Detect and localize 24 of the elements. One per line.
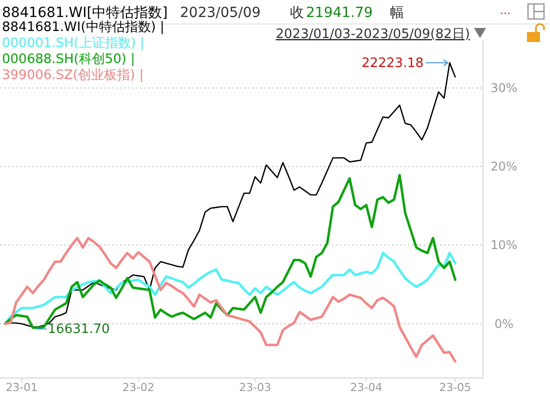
text: 399006.SZ(创业板指) | <box>2 68 144 83</box>
text: 21941.79 <box>306 5 373 21</box>
annotation: 2023/01/03-2023/05/09(82日) <box>276 27 470 42</box>
text: 收 <box>290 5 304 21</box>
y-tick-label: 0% <box>494 316 514 331</box>
annotation: 16631.70 <box>48 322 110 337</box>
line-series <box>4 236 456 363</box>
x-tick-label: 23-04 <box>350 381 382 394</box>
y-tick-label: 10% <box>490 238 518 252</box>
y-tick-label: 30% <box>490 80 518 95</box>
text: 幅 <box>390 5 404 21</box>
annotation: 22223.18 <box>362 56 424 71</box>
line-series <box>4 252 456 325</box>
text: 8841681.WI(中特估指数) | <box>2 20 164 35</box>
text: 000688.SH(科创50) | <box>2 52 135 67</box>
text: 000001.SH(上证指数) | <box>2 36 144 51</box>
chart-title: 8841681.WI[中特估指数] <box>2 5 168 21</box>
x-tick-label: 23-05 <box>439 381 472 394</box>
text: ... <box>500 4 510 17</box>
x-tick-label: 23-02 <box>122 381 154 394</box>
x-tick-label: 23-03 <box>239 381 272 394</box>
y-tick-label: 20% <box>490 160 518 174</box>
chart-subtitle: 2023/05/09 <box>180 5 261 21</box>
x-tick-label: 23-01 <box>6 381 38 394</box>
